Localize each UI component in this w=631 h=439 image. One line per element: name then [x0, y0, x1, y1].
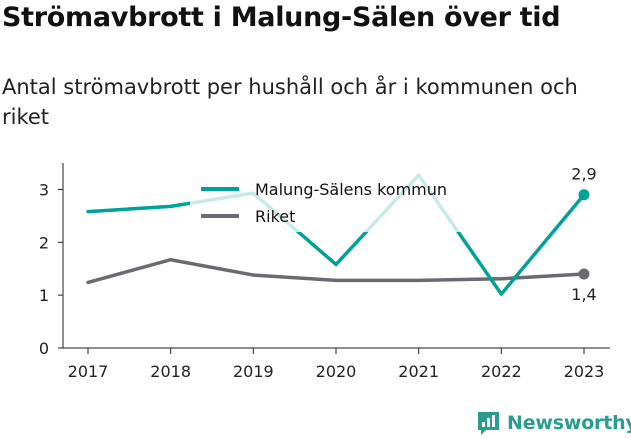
chart-subtitle: Antal strömavbrott per hushåll och år i … — [2, 75, 578, 129]
x-tick-label: 2020 — [316, 362, 357, 381]
series-line — [86, 173, 586, 296]
y-tick-label: 3 — [39, 180, 49, 199]
x-tick-label: 2018 — [150, 362, 191, 381]
x-tick-label: 2019 — [233, 362, 274, 381]
series-line — [86, 257, 586, 285]
line-chart: 0 1 2 3 2017 2018 2019 2020 2021 2022 2023 Malung-S… — [39, 163, 610, 381]
series-end-marker — [578, 189, 590, 201]
y-tick-label: 1 — [39, 286, 49, 305]
x-tick-label: 2021 — [398, 362, 439, 381]
legend-label: Riket — [255, 207, 295, 226]
brand-name: Newsworthy — [507, 412, 631, 434]
series-end-marker — [578, 268, 590, 280]
x-tick-label: 2017 — [68, 362, 109, 381]
brand-logo: Newsworthy — [476, 407, 631, 439]
legend-label: Malung-Sälens kommun — [255, 180, 447, 199]
y-tick-label: 0 — [39, 339, 49, 358]
x-tick-label: 2023 — [564, 362, 605, 381]
series-end-label: 1,4 — [571, 285, 596, 304]
newsworthy-logo-icon — [478, 411, 499, 435]
series-end-label: 2,9 — [571, 165, 596, 184]
legend-box — [190, 172, 480, 232]
chart-title: Strömavbrott i Malung-Sälen över tid — [2, 2, 561, 33]
x-tick-label: 2022 — [481, 362, 522, 381]
y-tick-label: 2 — [39, 233, 49, 252]
